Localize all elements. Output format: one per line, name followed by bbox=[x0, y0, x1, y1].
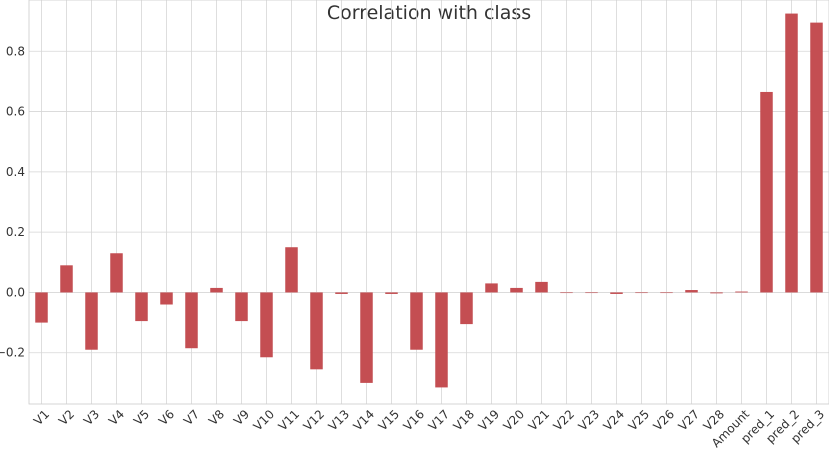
grid bbox=[29, 0, 829, 404]
bar bbox=[110, 253, 123, 293]
bar bbox=[210, 287, 223, 293]
x-tick-label: V26 bbox=[651, 407, 678, 434]
x-tick-label: V21 bbox=[526, 407, 553, 434]
bar bbox=[760, 91, 773, 293]
x-tick-label: V6 bbox=[156, 407, 177, 428]
bar bbox=[335, 292, 348, 294]
x-tick-label: V17 bbox=[426, 407, 453, 434]
y-tick-label: 0.6 bbox=[6, 105, 25, 119]
x-tick-label: V22 bbox=[551, 407, 578, 434]
bar bbox=[635, 292, 648, 294]
bar bbox=[310, 292, 323, 370]
bar bbox=[810, 22, 823, 293]
bar bbox=[585, 292, 598, 294]
bar bbox=[785, 13, 798, 293]
y-tick-label: 0.2 bbox=[6, 225, 25, 239]
x-tick-label: V12 bbox=[301, 407, 328, 434]
x-tick-label: V4 bbox=[106, 407, 127, 428]
y-axis-ticks: −0.2 0.0 0.2 0.4 0.6 0.8 bbox=[0, 44, 25, 359]
x-tick-label: V24 bbox=[601, 407, 628, 434]
bar bbox=[685, 290, 698, 293]
x-tick-label: V2 bbox=[56, 407, 77, 428]
x-axis-ticks: V1 V2 V3 V4 V5 V6 V7 V8 V9V10V11V12V13V14V15V16V… bbox=[31, 407, 827, 450]
bar bbox=[60, 265, 73, 293]
chart-title: Correlation with class bbox=[327, 2, 531, 24]
x-tick-label: V1 bbox=[31, 407, 52, 428]
x-tick-label: V3 bbox=[81, 407, 102, 428]
bar bbox=[410, 292, 423, 350]
y-tick-label: 0.0 bbox=[6, 285, 25, 299]
bar bbox=[510, 287, 523, 293]
bar bbox=[435, 292, 448, 388]
bars bbox=[35, 13, 823, 388]
bar bbox=[560, 292, 573, 294]
x-tick-label: V23 bbox=[576, 407, 603, 434]
bar bbox=[85, 292, 98, 350]
x-tick-label: V15 bbox=[376, 407, 403, 434]
bar bbox=[135, 292, 148, 322]
bar bbox=[385, 292, 398, 294]
plot-frame bbox=[28, 0, 829, 405]
x-tick-label: V7 bbox=[181, 407, 202, 428]
x-tick-label: V20 bbox=[501, 407, 528, 434]
bar bbox=[235, 292, 248, 322]
x-tick-label: V19 bbox=[476, 407, 503, 434]
x-tick-label: V27 bbox=[676, 407, 703, 434]
y-tick-label: 0.4 bbox=[6, 165, 25, 179]
x-tick-label: V10 bbox=[251, 407, 278, 434]
bar bbox=[185, 292, 198, 349]
x-tick-label: V25 bbox=[626, 407, 653, 434]
x-tick-label: V8 bbox=[206, 407, 227, 428]
x-tick-label: V14 bbox=[351, 407, 378, 434]
bar bbox=[660, 292, 673, 294]
bar bbox=[610, 292, 623, 294]
bar bbox=[460, 292, 473, 325]
bar bbox=[535, 281, 548, 293]
bar bbox=[360, 292, 373, 383]
bar bbox=[485, 283, 498, 293]
x-tick-label: V13 bbox=[326, 407, 353, 434]
bar bbox=[285, 247, 298, 293]
bar bbox=[710, 292, 723, 294]
bar bbox=[260, 292, 273, 358]
bar bbox=[160, 292, 173, 305]
x-tick-label: V16 bbox=[401, 407, 428, 434]
y-tick-label: 0.8 bbox=[6, 44, 25, 58]
x-tick-label: V9 bbox=[231, 407, 252, 428]
bar bbox=[35, 292, 48, 323]
x-tick-label: V11 bbox=[276, 407, 303, 434]
bar bbox=[735, 291, 748, 293]
y-tick-label: −0.2 bbox=[0, 346, 25, 360]
x-tick-label: V5 bbox=[131, 407, 152, 428]
x-tick-label: V18 bbox=[451, 407, 478, 434]
